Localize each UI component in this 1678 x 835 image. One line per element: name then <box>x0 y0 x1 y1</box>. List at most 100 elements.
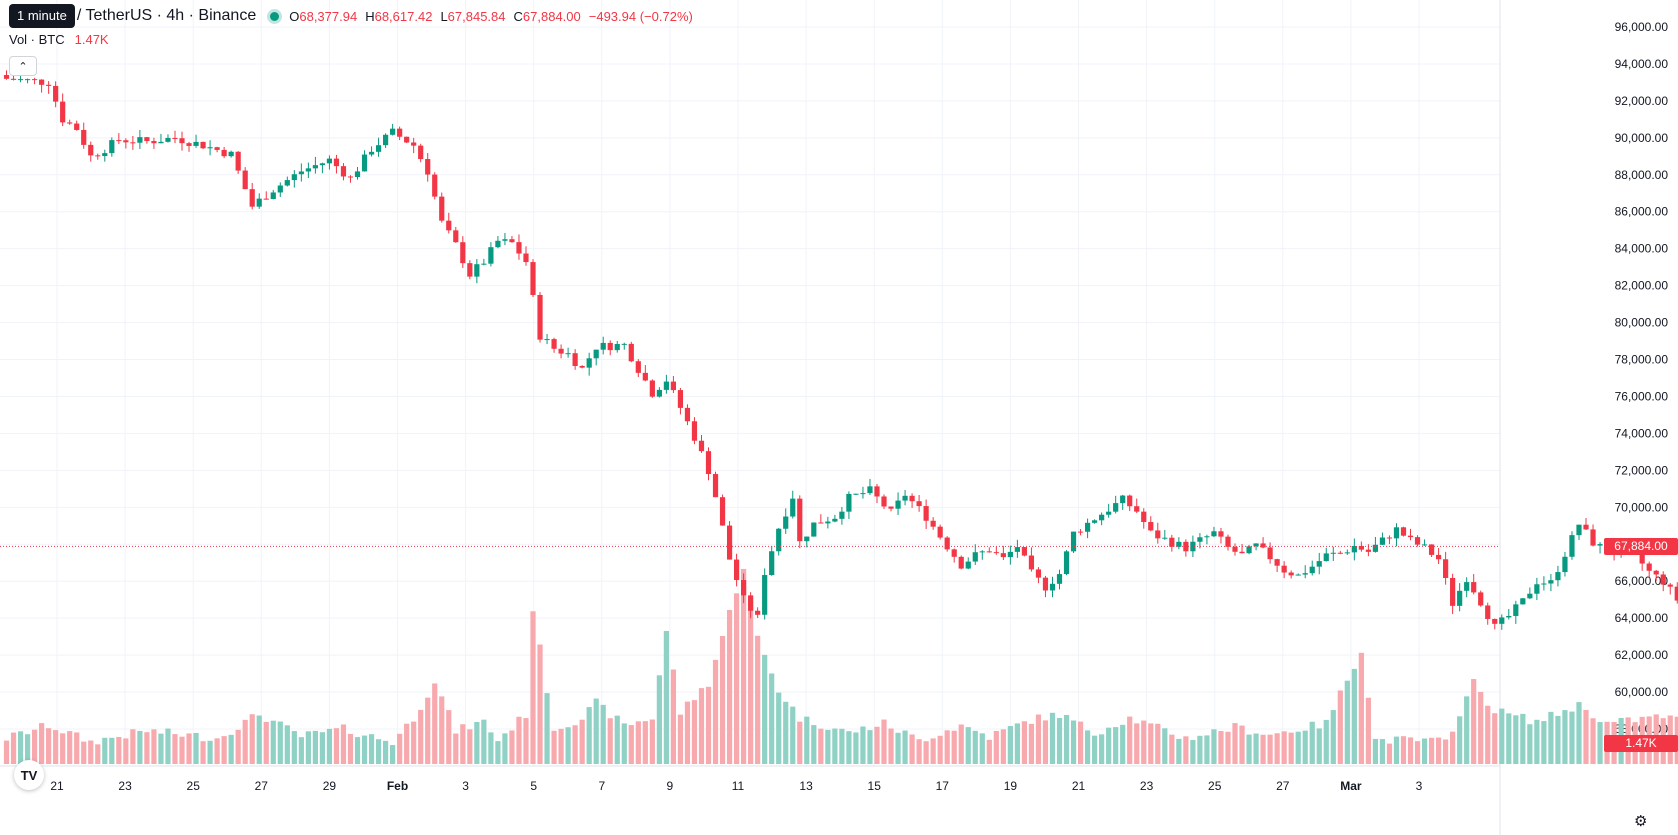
volume-bar <box>551 730 557 764</box>
volume-bar <box>867 730 873 764</box>
volume-bar <box>284 725 290 764</box>
candle-body <box>1443 559 1449 578</box>
market-open-dot-icon <box>270 11 280 21</box>
candle-body <box>242 170 248 190</box>
volume-bar <box>1358 652 1364 764</box>
volume-bar <box>1253 733 1259 764</box>
candle-body <box>558 348 564 354</box>
candle-body <box>607 342 613 351</box>
x-tick-label: 19 <box>1004 779 1018 793</box>
candle-body <box>839 511 845 519</box>
volume-bar <box>1162 728 1168 764</box>
candle-body <box>207 147 213 149</box>
volume-bar <box>221 736 227 764</box>
volume-bar <box>1351 668 1357 764</box>
volume-bar <box>1225 731 1231 764</box>
volume-bar <box>979 733 985 764</box>
volume-bar <box>839 728 845 764</box>
candle-body <box>1520 598 1526 605</box>
candle-body <box>1534 584 1540 594</box>
volume-bar <box>439 696 445 764</box>
y-tick-label: 80,000.00 <box>1615 316 1669 330</box>
candle-body <box>95 155 101 157</box>
chevron-up-icon: ⌃ <box>18 60 28 73</box>
volume-bar <box>74 732 80 764</box>
candle-body <box>326 158 333 164</box>
x-tick-label: 15 <box>868 779 882 793</box>
gear-icon[interactable]: ⚙ <box>1634 813 1648 830</box>
volume-bar <box>1077 721 1084 764</box>
volume-bar <box>1141 720 1147 764</box>
volume-bar <box>1527 724 1533 764</box>
candle-body <box>17 79 24 81</box>
candle-body <box>305 168 311 172</box>
volume-bar <box>270 720 276 764</box>
volume-bar <box>565 727 571 764</box>
volume-bar <box>888 728 894 764</box>
candle-body <box>1478 592 1484 606</box>
candle-body <box>1288 572 1294 576</box>
volume-bar <box>1169 734 1175 764</box>
candle-body <box>1127 495 1133 507</box>
volume-bar <box>1302 730 1308 764</box>
volume-bar <box>1120 724 1126 764</box>
candle-body <box>354 171 361 178</box>
candle-body <box>691 421 698 441</box>
candle-body <box>656 389 662 397</box>
volume-bar <box>572 725 578 764</box>
candle-body <box>565 353 571 355</box>
candle-body <box>1155 530 1161 539</box>
candle-body <box>741 580 747 596</box>
x-tick-label: 29 <box>323 779 337 793</box>
candle-body <box>579 365 585 368</box>
volume-bar <box>1541 721 1547 764</box>
candle-body <box>432 174 438 197</box>
candle-body <box>544 339 550 341</box>
candle-body <box>1583 524 1589 530</box>
candle-body <box>663 381 669 390</box>
volume-bar <box>319 732 326 764</box>
candle-body <box>1344 552 1350 554</box>
candle-body <box>572 353 578 366</box>
candle-body <box>1042 577 1049 591</box>
candle-body <box>460 242 466 264</box>
candle-body <box>1028 555 1035 570</box>
candle-body <box>523 253 529 263</box>
candle-body <box>404 136 410 143</box>
volume-bar <box>1344 680 1350 764</box>
volume-bar <box>818 728 824 764</box>
volume-bar <box>1506 713 1512 764</box>
volume-bar <box>1070 720 1077 764</box>
candle-body <box>109 140 115 154</box>
candle-body <box>986 551 992 553</box>
candle-body <box>1099 514 1105 521</box>
candle-body <box>1492 618 1498 624</box>
candle-body <box>867 486 873 494</box>
x-tick-label: 27 <box>1276 779 1290 793</box>
volume-bar <box>1063 714 1070 764</box>
candle-body <box>1148 522 1154 531</box>
candle-body <box>1562 556 1568 573</box>
volume-bar <box>509 730 515 764</box>
candle-body <box>1548 580 1554 584</box>
volume-bar <box>277 721 283 764</box>
volume-bar <box>481 719 487 764</box>
candle-body <box>902 495 908 501</box>
candle-body <box>425 159 431 175</box>
collapse-legend-button[interactable]: ⌃ <box>9 56 37 76</box>
volume-bar <box>895 732 901 764</box>
candle-body <box>776 528 782 552</box>
volume-bar <box>1056 717 1063 764</box>
y-tick-label: 92,000.00 <box>1615 94 1669 108</box>
tradingview-logo-icon[interactable]: TV <box>14 760 44 790</box>
volume-bar <box>1562 710 1568 764</box>
volume-bar <box>986 739 992 764</box>
candle-body <box>993 552 999 554</box>
symbol-title[interactable]: / TetherUS · 4h · Binance <box>76 7 257 24</box>
volume-bar <box>130 729 136 764</box>
volume-bar <box>825 729 831 764</box>
candle-body <box>600 342 606 350</box>
candle-body <box>368 151 375 155</box>
y-tick-label: 66,000.00 <box>1615 574 1669 588</box>
